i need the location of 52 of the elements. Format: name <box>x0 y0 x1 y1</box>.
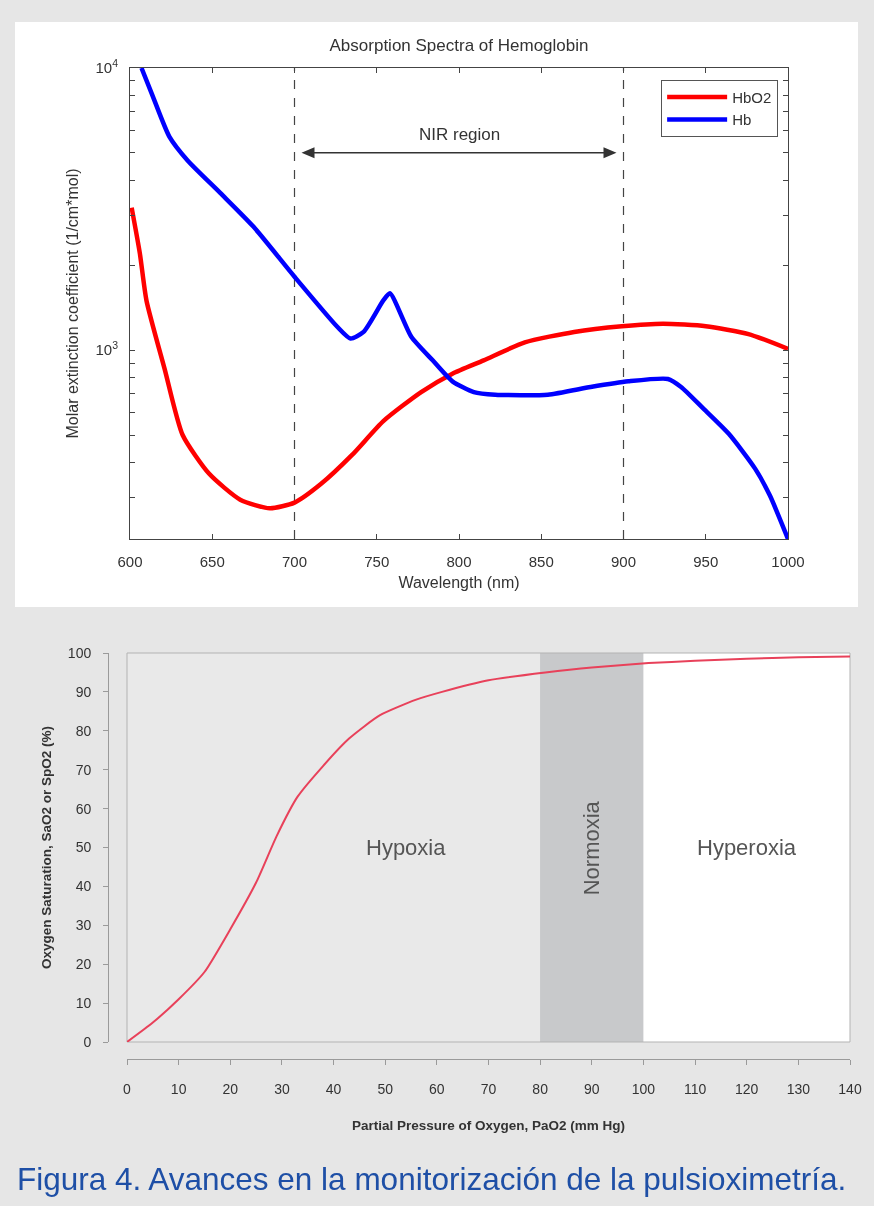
band-label: Normoxia <box>579 800 605 896</box>
band-label: Hypoxia <box>366 835 447 860</box>
x-tick-label: 30 <box>274 1080 290 1097</box>
y-tick-label: 0 <box>83 1033 92 1050</box>
x-tick-label: 750 <box>364 553 390 570</box>
x-tick-label: 800 <box>446 553 472 570</box>
x-tick-label: 100 <box>631 1080 656 1097</box>
text: Figura 4. Avances en la monitorización de la pulsioximetría. <box>17 1161 847 1198</box>
x-tick-label: 60 <box>429 1080 445 1097</box>
x-tick-label: 700 <box>281 553 308 570</box>
y-tick-label: 10 <box>75 995 92 1012</box>
x-tick-label: 130 <box>786 1080 811 1097</box>
x-tick-label: 600 <box>117 553 143 570</box>
x-tick-label: 0 <box>123 1080 132 1097</box>
y-tick-label: 60 <box>75 800 92 817</box>
x-tick-label: 110 <box>683 1080 707 1097</box>
line-series <box>130 205 788 511</box>
x-tick-label: 1000 <box>771 553 805 570</box>
chart-title: Absorption Spectra of Hemoglobin <box>329 35 589 55</box>
legend-label: HbO2 <box>732 88 772 106</box>
y-tick-label: 10$^{3}$ <box>95 339 119 359</box>
x-tick-label: 50 <box>377 1080 394 1097</box>
x-tick-label: 900 <box>610 553 637 570</box>
x-tick-label: 650 <box>199 553 225 570</box>
x-tick-label: 950 <box>693 553 719 570</box>
x-axis-title: Wavelength (nm) <box>398 573 520 591</box>
y-tick-label: 30 <box>75 917 92 934</box>
legend-label: Hb <box>732 111 752 129</box>
y-tick-label: 20 <box>75 956 92 973</box>
x-tick-label: 120 <box>735 1080 759 1097</box>
x-tick-label: 70 <box>480 1080 497 1097</box>
y-tick-label: 70 <box>75 761 92 778</box>
y-axis-title: Oxygen Saturation, SaO2 or SpO2 (%) <box>38 725 54 970</box>
line-series <box>139 68 788 539</box>
x-tick-label: 140 <box>838 1080 862 1097</box>
annotation: NIR region <box>419 125 501 144</box>
y-tick-label: 10$^{4}$ <box>95 56 119 77</box>
x-tick-label: 80 <box>532 1080 549 1097</box>
y-tick-label: 100 <box>67 644 92 661</box>
y-tick-label: 80 <box>75 722 92 739</box>
y-axis-title: Molar extinction coefficient (1/cm*mol) <box>64 168 82 439</box>
band-label: Hyperoxia <box>697 835 797 860</box>
x-tick-label: 850 <box>528 553 554 570</box>
x-axis-title: Partial Pressure of Oxygen, PaO2 (mm Hg) <box>351 1117 626 1133</box>
x-tick-label: 90 <box>584 1080 600 1097</box>
y-tick-label: 90 <box>75 683 92 700</box>
y-tick-label: 40 <box>75 878 92 895</box>
x-tick-label: 40 <box>325 1080 342 1097</box>
x-tick-label: 10 <box>170 1080 187 1097</box>
x-tick-label: 20 <box>222 1080 239 1097</box>
line-series <box>127 655 850 1043</box>
y-tick-label: 50 <box>75 839 92 856</box>
